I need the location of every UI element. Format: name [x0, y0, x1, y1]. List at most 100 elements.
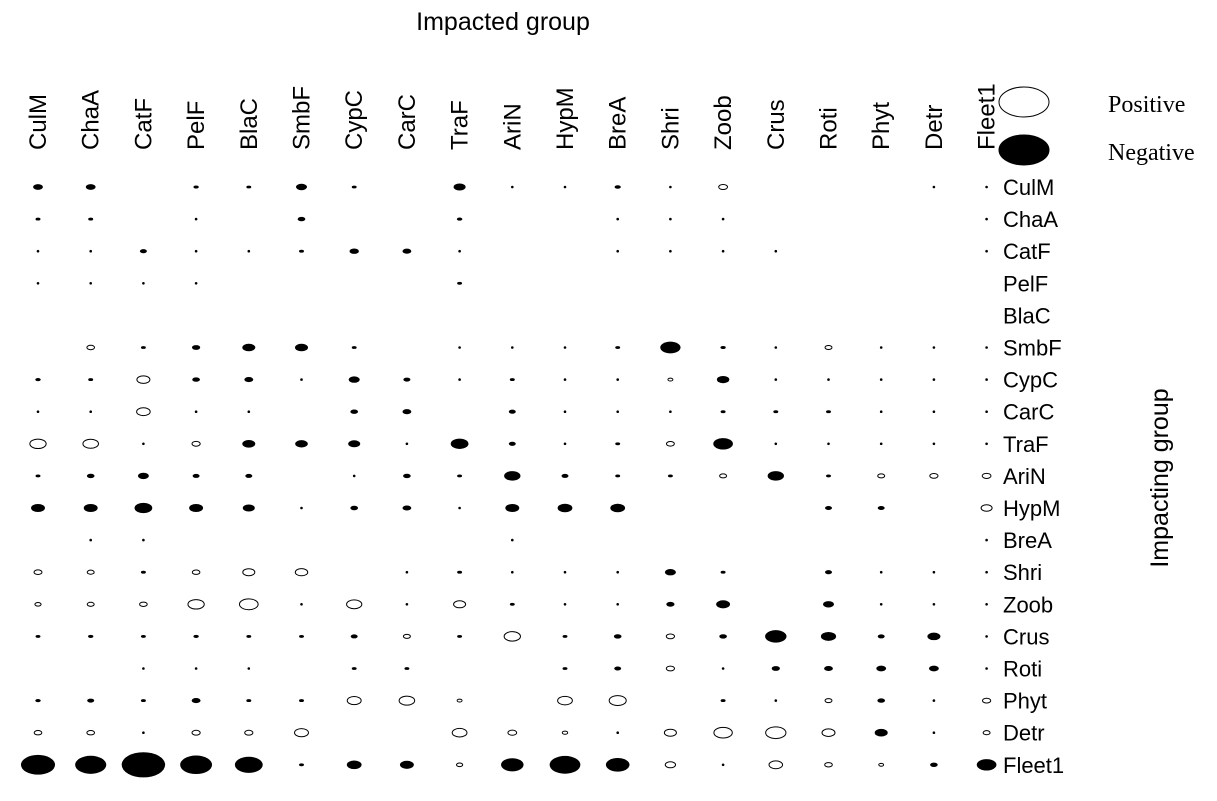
bubble-smbf-blac — [242, 343, 256, 352]
legend: Positive Negative — [998, 86, 1195, 166]
bubble-cypc-smbf — [300, 378, 303, 381]
row-label-culm: CulM — [1003, 175, 1054, 200]
bubble-hypm-catf — [134, 502, 153, 514]
bubble-roti-phyt — [876, 665, 887, 672]
bubble-hypm-hypm — [557, 503, 573, 513]
bubble-phyt-crus — [774, 699, 778, 702]
bubble-traf-pelf — [191, 440, 201, 447]
bubble-traf-carc — [405, 442, 409, 446]
bubble-arin-traf — [457, 474, 463, 478]
bubble-phyt-culm — [35, 699, 41, 703]
bubble-zoob-traf — [453, 600, 467, 609]
bubble-catf-traf — [458, 249, 461, 253]
bubble-roti-detr — [928, 665, 939, 672]
bubble-zoob-shri — [666, 601, 675, 607]
column-label-fleet1: Fleet1 — [974, 83, 1001, 150]
bubble-smbf-brea — [615, 346, 621, 349]
bubble-hypm-smbf — [300, 506, 303, 510]
bubble-culm-traf — [453, 183, 466, 191]
bubble-zoob-blac — [238, 598, 259, 611]
bubble-catf-chaa — [89, 249, 92, 253]
bubble-crus-smbf — [299, 634, 304, 638]
bubble-zoob-brea — [616, 603, 619, 606]
bubble-brea-fleet1 — [985, 538, 988, 542]
bubble-fleet1-chaa — [75, 755, 107, 774]
bubble-detr-arin — [507, 729, 518, 736]
bubble-carc-carc — [402, 409, 412, 415]
bubble-phyt-detr — [932, 699, 936, 702]
bubble-culm-zoob — [718, 183, 728, 191]
bubble-cypc-culm — [35, 378, 41, 382]
column-label-pelf: PelF — [183, 101, 210, 150]
bubble-roti-roti — [824, 665, 833, 672]
row-label-crus: Crus — [1003, 624, 1049, 649]
bubble-traf-cypc — [348, 440, 361, 448]
bubble-culm-brea — [614, 185, 621, 189]
bubble-chaa-pelf — [194, 217, 198, 221]
bubble-detr-zoob — [713, 726, 733, 739]
bubble-phyt-carc — [398, 695, 416, 706]
bubble-cypc-crus — [774, 378, 778, 381]
bubble-traf-chaa — [82, 438, 99, 449]
bubble-smbf-detr — [932, 346, 936, 349]
bubble-detr-culm — [33, 729, 43, 736]
bubble-shri-carc — [405, 570, 409, 574]
bubble-pelf-culm — [36, 282, 40, 285]
bubble-zoob-detr — [932, 603, 936, 606]
bubble-catf-brea — [616, 249, 619, 253]
bubble-shri-pelf — [191, 569, 201, 575]
bubble-carc-arin — [508, 409, 516, 414]
bubble-detr-traf — [451, 727, 468, 738]
bubble-detr-blac — [244, 729, 254, 736]
bubble-crus-catf — [140, 634, 146, 638]
bubble-smbf-zoob — [720, 345, 726, 350]
bubble-pelf-pelf — [194, 282, 198, 285]
bubble-arin-crus — [767, 471, 784, 481]
bubble-crus-hypm — [562, 634, 568, 638]
bubble-fleet1-pelf — [180, 755, 213, 775]
bubble-smbf-shri — [660, 341, 681, 354]
bubble-crus-shri — [665, 633, 676, 640]
row-label-detr: Detr — [1003, 721, 1045, 746]
bubble-chaa-shri — [669, 217, 672, 221]
bubble-phyt-chaa — [87, 698, 95, 703]
bubble-hypm-cypc — [350, 505, 359, 511]
impact-bubbles — [20, 183, 997, 778]
bubble-crus-roti — [820, 631, 837, 641]
bubble-arin-brea — [615, 474, 621, 478]
bubble-traf-arin — [508, 441, 516, 446]
bubble-zoob-pelf — [187, 599, 205, 610]
bubble-zoob-hypm — [563, 603, 567, 606]
bubble-zoob-arin — [509, 602, 515, 606]
bubble-culm-arin — [511, 185, 514, 189]
bubble-phyt-blac — [246, 699, 252, 703]
bubble-hypm-roti — [825, 505, 832, 511]
bubble-pelf-chaa — [89, 282, 92, 285]
bubble-pelf-catf — [142, 282, 145, 285]
row-label-fleet1: Fleet1 — [1003, 753, 1064, 778]
bubble-hypm-fleet1 — [980, 504, 993, 512]
bubble-catf-fleet1 — [985, 249, 988, 253]
bubble-chaa-chaa — [88, 217, 94, 221]
bubble-roti-crus — [771, 666, 780, 671]
bubble-hypm-chaa — [83, 503, 98, 513]
column-label-traf: TraF — [447, 100, 474, 150]
bubble-crus-chaa — [88, 634, 94, 638]
bubble-hypm-arin — [505, 503, 520, 513]
column-label-cypc: CypC — [341, 90, 368, 150]
bubble-smbf-chaa — [86, 344, 96, 351]
bubble-arin-pelf — [192, 473, 200, 478]
bubble-phyt-roti — [824, 698, 833, 704]
bubble-catf-cypc — [349, 248, 359, 254]
bubble-zoob-phyt — [879, 603, 883, 606]
bubble-culm-smbf — [296, 183, 307, 191]
bubble-cypc-phyt — [879, 378, 883, 381]
bubble-traf-smbf — [295, 440, 308, 448]
bubble-fleet1-smbf — [299, 763, 304, 767]
bubble-arin-zoob — [719, 473, 728, 479]
bubble-hypm-culm — [31, 503, 45, 513]
bubble-zoob-zoob — [716, 600, 731, 609]
bubble-arin-catf — [137, 472, 149, 480]
column-label-brea: BreA — [605, 97, 632, 150]
bubble-brea-arin — [511, 538, 514, 542]
